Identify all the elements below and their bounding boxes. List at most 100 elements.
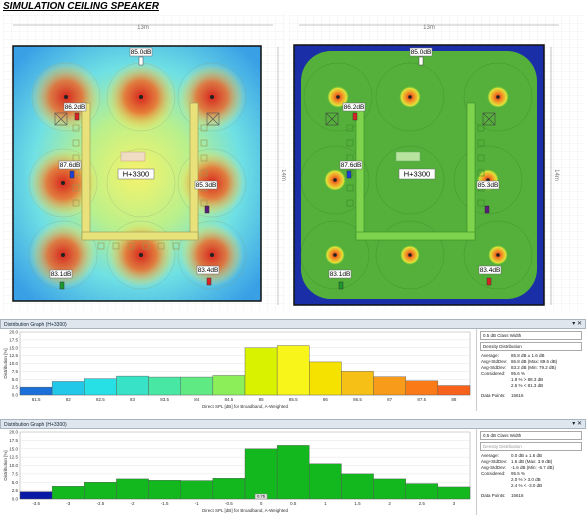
histogram-bar[interactable] bbox=[180, 480, 214, 500]
x-tick-label: 84 bbox=[194, 397, 200, 402]
histogram-bar[interactable] bbox=[51, 381, 85, 396]
histogram-bar[interactable] bbox=[405, 380, 439, 396]
histogram-bar[interactable] bbox=[309, 463, 342, 500]
cursor-value: 0.76 bbox=[257, 494, 266, 499]
stat-value: 83.2 dB (Min: 79.2 dB) bbox=[511, 365, 557, 370]
y-tick-label: 7.5 bbox=[12, 369, 19, 374]
panel-controls[interactable]: ▾ ✕ bbox=[572, 421, 582, 427]
stat-key bbox=[481, 383, 511, 389]
histogram-bar[interactable] bbox=[84, 378, 117, 396]
stat-row: Avg-StdDev: -1.6 dB (Min: -6.7 dB) bbox=[477, 465, 585, 471]
stat-row: Avg+StdDev: 1.6 dB (Max: 3.9 dB) bbox=[477, 459, 585, 465]
y-tick-label: 12.5 bbox=[9, 353, 18, 358]
y-axis-label: Distribution [%] bbox=[3, 450, 8, 480]
panel-header: Distribution Graph (H+3300) ▾ ✕ bbox=[0, 419, 586, 429]
stat-value: 1.6 dB (Max: 3.9 dB) bbox=[511, 459, 553, 464]
y-tick-label: 10.0 bbox=[9, 463, 18, 468]
spl-map-gradient[interactable]: 13m 14m bbox=[3, 15, 286, 311]
stat-key: Avg+StdDev: bbox=[481, 459, 508, 464]
histogram-bar[interactable] bbox=[276, 445, 310, 500]
histogram-bar[interactable] bbox=[276, 345, 310, 396]
spl-label-br: 83.4dB bbox=[198, 267, 219, 274]
y-tick-label: 2.5 bbox=[12, 488, 19, 493]
y-tick-label: 12.5 bbox=[9, 455, 18, 460]
spl-label-top: 85.0dB bbox=[411, 49, 432, 56]
y-axis-label: Distribution [%] bbox=[3, 348, 8, 378]
histogram-bar[interactable] bbox=[212, 478, 246, 500]
panel-controls[interactable]: ▾ ✕ bbox=[572, 321, 582, 327]
histogram-bar[interactable] bbox=[148, 480, 181, 500]
x-tick-label: 2.5 bbox=[419, 501, 426, 506]
x-tick-label: 84.5 bbox=[225, 397, 234, 402]
dimension-top: 13m bbox=[137, 25, 149, 31]
spl-label-mr: 85.3dB bbox=[478, 182, 499, 189]
stat-key: Average: bbox=[481, 453, 499, 458]
histogram-bar[interactable] bbox=[309, 361, 342, 396]
x-tick-label: -2.5 bbox=[96, 501, 104, 506]
class-width-select[interactable]: 0.5 dB Class Width bbox=[480, 431, 582, 440]
histogram-bar[interactable] bbox=[341, 473, 374, 500]
x-tick-label: 0.5 bbox=[290, 501, 297, 506]
class-width-select[interactable]: 0.5 dB Class Width bbox=[480, 331, 582, 340]
x-tick-label: 1 bbox=[324, 501, 327, 506]
stat-row: Considered: 95.6 % bbox=[477, 371, 585, 377]
x-axis-label: Direct SPL [dB] for Broadband, A-Weighte… bbox=[202, 404, 289, 409]
y-tick-label: 7.5 bbox=[12, 471, 19, 476]
stat-value: -1.6 dB (Min: -6.7 dB) bbox=[511, 465, 555, 470]
histogram-bar[interactable] bbox=[373, 478, 406, 500]
x-tick-label: 83 bbox=[130, 397, 136, 402]
x-tick-label: 83.5 bbox=[160, 397, 169, 402]
y-tick-label: 5.0 bbox=[12, 377, 19, 382]
histogram-bar[interactable] bbox=[180, 376, 214, 396]
histogram-bar[interactable] bbox=[437, 486, 471, 500]
histogram-bar[interactable] bbox=[437, 385, 471, 396]
y-tick-label: 15.0 bbox=[9, 446, 18, 451]
x-tick-label: 1.5 bbox=[354, 501, 361, 506]
histogram-bar[interactable] bbox=[373, 376, 406, 396]
dimension-top: 13m bbox=[423, 25, 435, 31]
spl-label-ml: 87.6dB bbox=[60, 162, 81, 169]
histogram-bar[interactable] bbox=[148, 376, 181, 396]
histogram-bar[interactable] bbox=[51, 486, 85, 500]
stat-key: Considered: bbox=[481, 371, 506, 376]
stats-panel-2: 0.5 dB Class Width Density Distribution … bbox=[476, 429, 585, 515]
histogram-bar[interactable] bbox=[116, 375, 149, 396]
stat-value: 2.4 % < -3.0 dB bbox=[511, 483, 543, 488]
dimension-side: 14m bbox=[553, 169, 559, 181]
x-tick-label: 87.5 bbox=[417, 397, 426, 402]
histogram-bar[interactable] bbox=[84, 482, 117, 500]
distribution-mode-select[interactable]: Density Distribution bbox=[480, 442, 582, 451]
histogram-bar[interactable] bbox=[244, 448, 278, 500]
cursor-marker[interactable] bbox=[254, 493, 268, 500]
histogram-bar[interactable] bbox=[19, 386, 53, 396]
stat-row: Average: 0.0 dB ± 1.6 dB bbox=[477, 453, 585, 459]
y-tick-label: 20.0 bbox=[9, 430, 18, 435]
stat-key: Average: bbox=[481, 353, 499, 358]
stat-row: Average: 85.8 dB ± 1.6 dB bbox=[477, 353, 585, 359]
histogram-bar[interactable] bbox=[405, 483, 439, 500]
spl-label-bl: 83.1dB bbox=[330, 271, 351, 278]
panel-header: Distribution Graph (H+3300) ▾ ✕ bbox=[0, 319, 586, 329]
stat-value: 95.6 % bbox=[511, 371, 526, 376]
panel-title: Distribution Graph (H+3300) bbox=[4, 322, 67, 328]
histogram-bar[interactable] bbox=[116, 478, 149, 500]
histogram-bar[interactable] bbox=[212, 375, 246, 396]
spl-map-deviation[interactable]: 13m 14m 85.0 bbox=[289, 15, 584, 311]
panel-title: Distribution Graph (H+3300) bbox=[4, 422, 67, 428]
histogram-bar[interactable] bbox=[341, 371, 374, 396]
stat-value: 2.0 % > 3.0 dB bbox=[511, 477, 541, 482]
stat-row: 1.9 % > 88.3 dB bbox=[477, 377, 585, 383]
x-tick-label: 86.5 bbox=[353, 397, 362, 402]
histogram-bar[interactable] bbox=[244, 347, 278, 396]
stat-row: 2.0 % > 3.0 dB bbox=[477, 477, 585, 483]
distribution-mode-select[interactable]: Density Distribution bbox=[480, 342, 582, 351]
histogram-chart-1: 0.0 2.5 5.0 7.5 10.0 12.5 15.0 17.5 20.0 81.5 82 82… bbox=[3, 330, 471, 409]
stats-panel-1: 0.5 dB Class Width Density Distribution … bbox=[476, 329, 585, 411]
x-tick-label: 82 bbox=[66, 397, 72, 402]
y-tick-label: 5.0 bbox=[12, 480, 19, 485]
stat-row: Considered: 95.5 % bbox=[477, 471, 585, 477]
histogram-bar[interactable] bbox=[19, 491, 53, 500]
x-tick-label: 2 bbox=[388, 501, 391, 506]
stat-value: 85.8 dB ± 1.6 dB bbox=[511, 353, 545, 358]
y-tick-label: 2.5 bbox=[12, 385, 19, 390]
